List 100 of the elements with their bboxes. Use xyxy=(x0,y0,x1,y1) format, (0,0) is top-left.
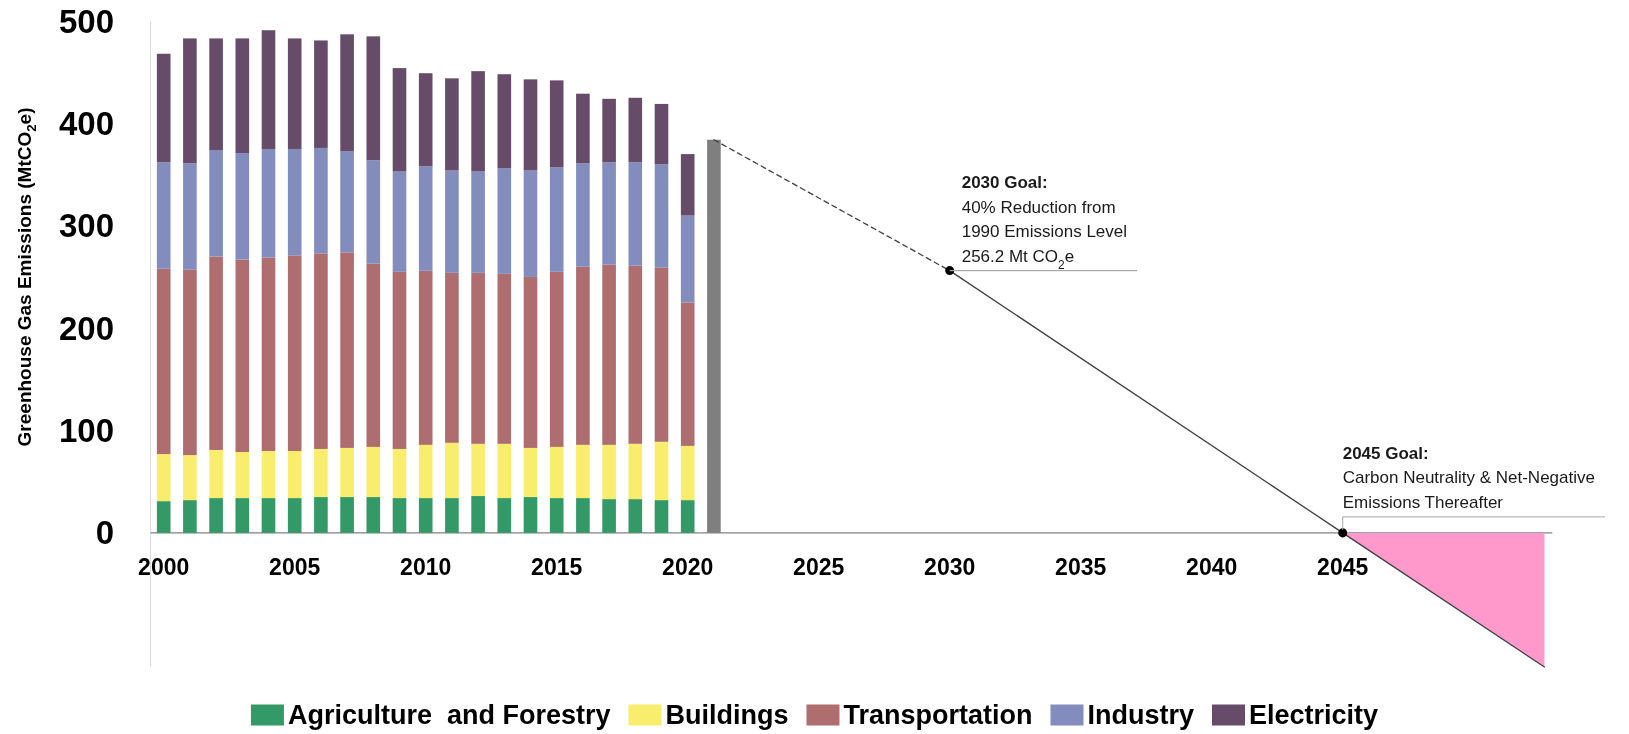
bar xyxy=(183,38,197,164)
bar xyxy=(680,445,695,501)
bar xyxy=(366,160,381,264)
bar xyxy=(445,442,459,499)
bar xyxy=(314,40,328,148)
x-tick-label: 2025 xyxy=(793,553,845,580)
bar xyxy=(497,498,512,533)
bar xyxy=(497,273,512,444)
bar xyxy=(235,153,250,260)
bar xyxy=(235,38,250,154)
bar xyxy=(523,170,538,277)
bar xyxy=(392,171,407,272)
bar xyxy=(340,252,354,448)
bar xyxy=(156,162,171,269)
bar xyxy=(261,450,276,499)
bar xyxy=(156,268,171,455)
x-tick-label: 2010 xyxy=(400,553,452,580)
bar xyxy=(445,78,459,171)
bar xyxy=(497,168,512,274)
legend-label: Agriculture and Forestry xyxy=(287,700,611,730)
bar xyxy=(680,215,695,303)
bar xyxy=(523,447,538,498)
bar xyxy=(471,443,485,497)
bar xyxy=(340,447,354,498)
bar xyxy=(523,497,538,533)
y-tick-label: 100 xyxy=(58,412,114,450)
bar xyxy=(235,452,250,499)
bar xyxy=(314,147,328,254)
bar xyxy=(576,444,590,499)
y-tick-label: 200 xyxy=(58,309,114,347)
bar xyxy=(287,38,302,149)
bar xyxy=(576,163,590,267)
bar xyxy=(209,150,223,257)
bar xyxy=(156,53,171,163)
legend-label: Transportation xyxy=(843,700,1033,730)
bar xyxy=(209,256,223,450)
bar xyxy=(418,270,433,445)
bar xyxy=(209,498,223,533)
bar xyxy=(654,103,669,165)
bar xyxy=(287,450,302,499)
bar xyxy=(366,36,381,161)
bar xyxy=(680,500,695,533)
bar xyxy=(523,79,538,171)
bar xyxy=(549,446,564,499)
bar xyxy=(497,443,512,499)
bar xyxy=(602,162,616,265)
x-tick-label: 2000 xyxy=(138,553,190,580)
bar xyxy=(183,500,197,533)
bar xyxy=(392,68,407,172)
bar xyxy=(471,272,485,444)
bar xyxy=(576,93,590,164)
bar xyxy=(392,448,407,499)
bar xyxy=(628,265,643,444)
bar xyxy=(418,498,433,533)
bar xyxy=(287,255,302,451)
bar xyxy=(287,148,302,256)
bar xyxy=(366,497,381,533)
bar xyxy=(549,167,564,272)
bar xyxy=(156,454,171,502)
legend-label: Electricity xyxy=(1249,700,1379,730)
bar xyxy=(183,163,197,270)
bar xyxy=(654,500,669,533)
bar xyxy=(445,498,459,533)
legend-label: Industry xyxy=(1087,700,1195,730)
bar xyxy=(628,97,643,163)
bar xyxy=(314,253,328,449)
x-tick-label: 2035 xyxy=(1055,553,1107,580)
bar xyxy=(209,449,223,499)
x-tick-label: 2005 xyxy=(269,553,321,580)
y-tick-label: 500 xyxy=(58,2,114,40)
legend-label: Buildings xyxy=(665,700,789,730)
bar xyxy=(549,271,564,447)
bar xyxy=(654,441,669,501)
bar xyxy=(418,444,433,499)
x-tick-label: 2040 xyxy=(1186,553,1238,580)
bar xyxy=(418,73,433,167)
bar xyxy=(287,498,302,533)
x-tick-label: 2045 xyxy=(1317,553,1369,580)
bar xyxy=(340,151,354,253)
bar xyxy=(523,276,538,448)
bar xyxy=(314,497,328,533)
bar xyxy=(314,448,328,498)
bar xyxy=(445,272,459,443)
bar xyxy=(602,499,616,533)
y-tick-label: 0 xyxy=(95,514,114,552)
bar xyxy=(392,271,407,449)
bar xyxy=(471,171,485,273)
bar xyxy=(235,259,250,453)
bar xyxy=(340,497,354,533)
bar xyxy=(156,501,171,533)
bar xyxy=(261,498,276,533)
bar xyxy=(549,498,564,533)
y-tick-label: 300 xyxy=(58,207,114,245)
bar xyxy=(340,34,354,152)
x-tick-label: 2020 xyxy=(662,553,714,580)
bar xyxy=(497,74,512,169)
bar xyxy=(549,80,564,168)
bar xyxy=(261,30,276,149)
bar xyxy=(654,164,669,268)
bar xyxy=(576,498,590,533)
